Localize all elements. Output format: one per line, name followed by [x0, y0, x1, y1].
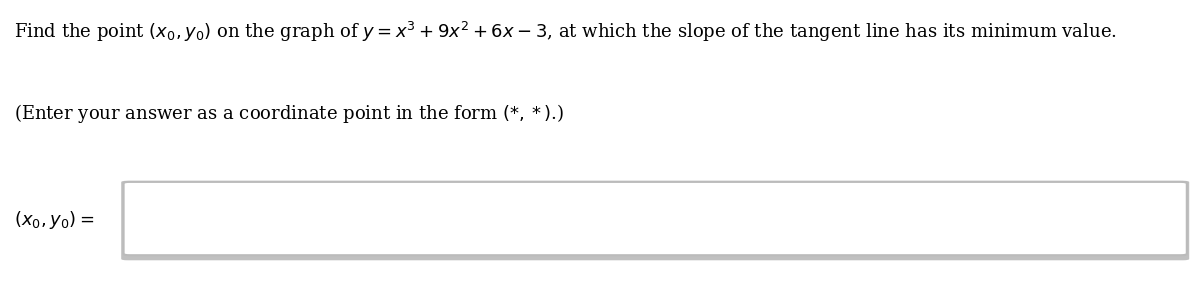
- FancyBboxPatch shape: [121, 181, 1189, 260]
- Text: (Enter your answer as a coordinate point in the form $(*, *)$.): (Enter your answer as a coordinate point…: [14, 102, 564, 125]
- Text: Find the point $(x_0, y_0)$ on the graph of $y = x^3 + 9x^2 + 6x - 3$, at which : Find the point $(x_0, y_0)$ on the graph…: [14, 20, 1117, 44]
- Text: $(x_0, y_0) = $: $(x_0, y_0) = $: [14, 209, 95, 231]
- FancyBboxPatch shape: [124, 182, 1187, 255]
